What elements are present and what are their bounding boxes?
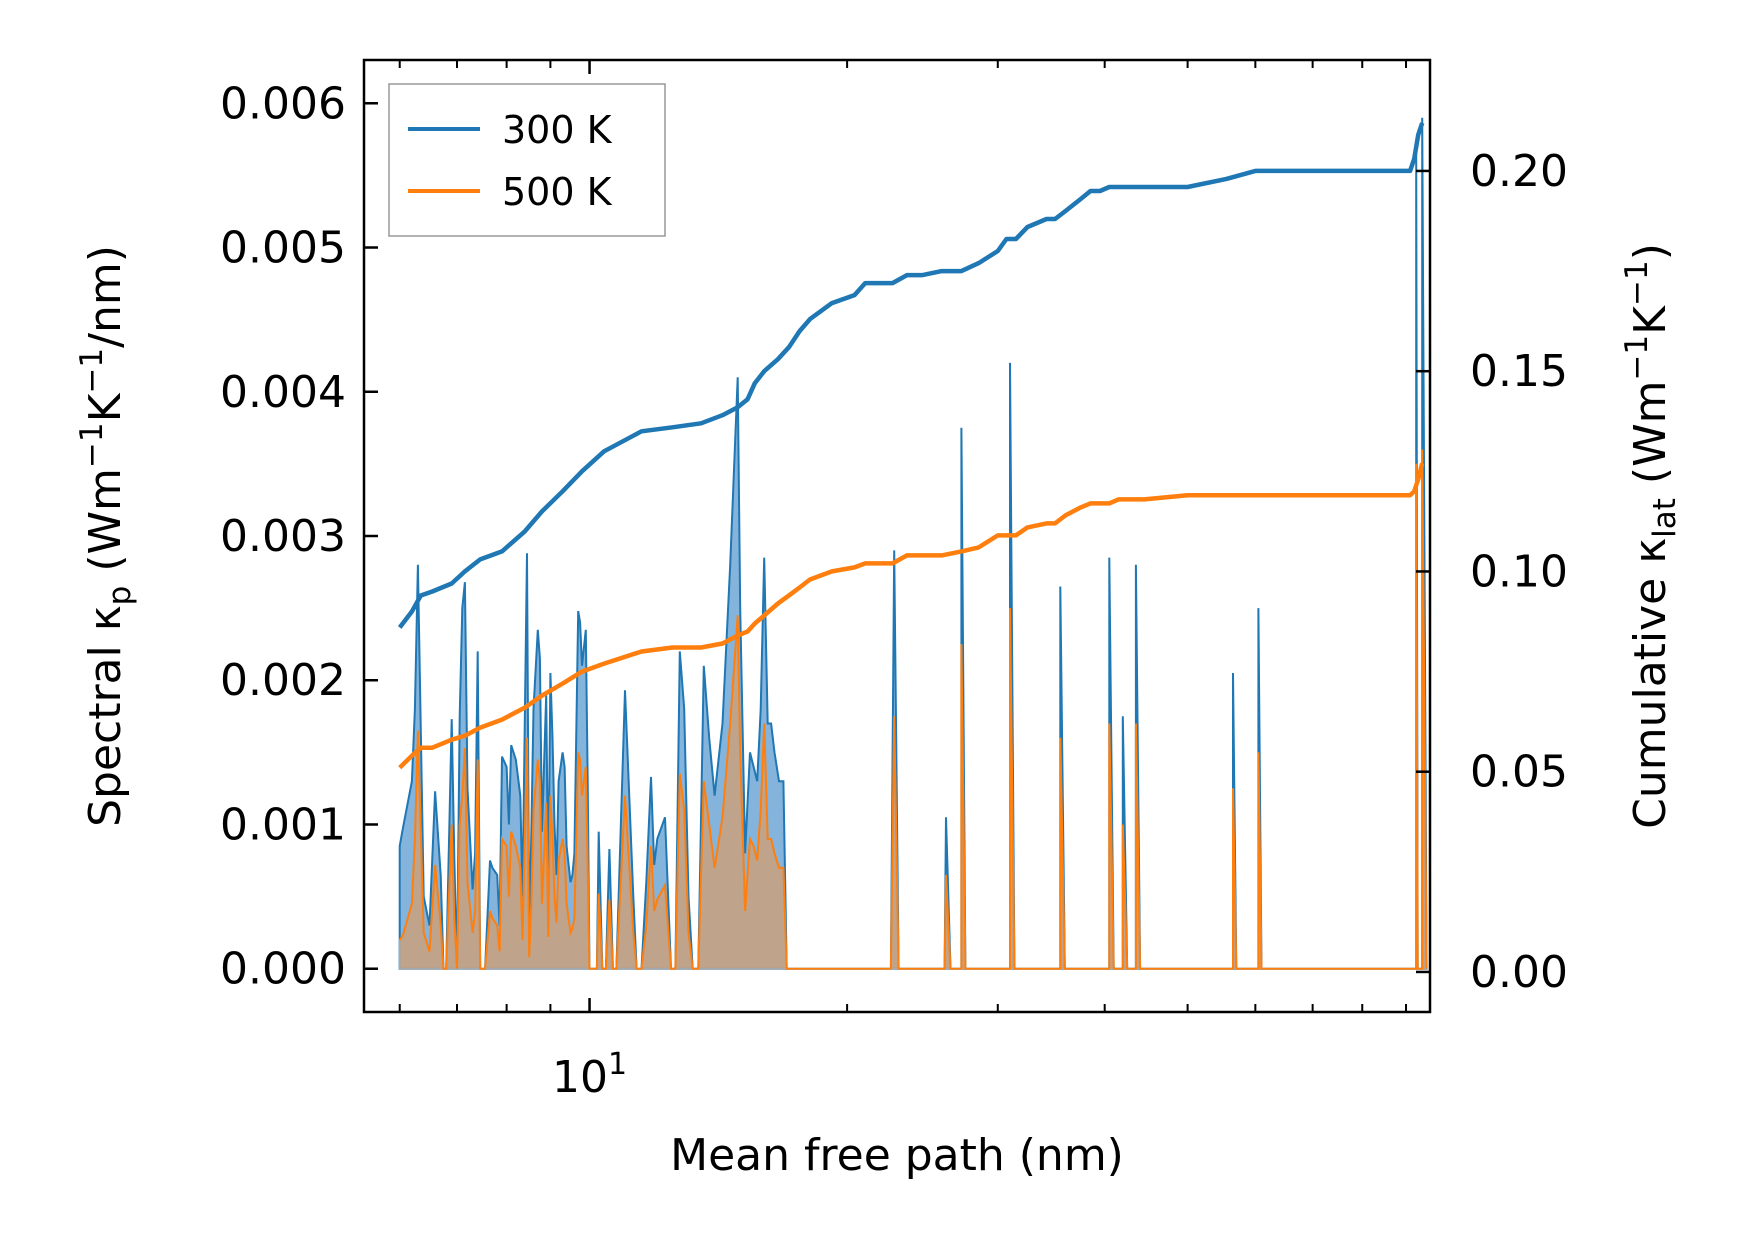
y-right-tick-label: 0.05 (1470, 747, 1568, 798)
y-right-tick-label: 0.15 (1470, 346, 1568, 397)
y-left-tick-label: 0.001 (220, 799, 346, 850)
legend-label-500k: 500 K (502, 170, 613, 214)
cumulative-line-500k (398, 462, 1425, 770)
y-axis-label-left: Spectral κp (Wm−1K−1/nm) (74, 245, 138, 827)
y-left-tick-label: 0.000 (220, 944, 346, 995)
y-axis-label-right: Cumulative κlat (Wm−1K−1) (1619, 243, 1683, 829)
plot-area (397, 117, 1428, 970)
x-tick-base: 10 (552, 1052, 608, 1103)
spectral-line-500k (398, 449, 1428, 970)
y-right-tick-label: 0.20 (1470, 146, 1568, 197)
x-axis-label: Mean free path (nm) (670, 1130, 1124, 1181)
cumulative-line-300k (397, 122, 1425, 629)
legend-box (388, 83, 666, 237)
y-left-tick-label: 0.002 (220, 655, 346, 706)
y-left-tick-label: 0.006 (220, 78, 346, 129)
y-left-tick-label: 0.005 (220, 223, 346, 274)
y-right-tick-label: 0.10 (1470, 546, 1568, 597)
y-left-tick-label: 0.003 (220, 511, 346, 562)
legend: 300 K 500 K (388, 83, 666, 237)
x-tick-label-10: 101 (552, 1047, 627, 1103)
axis-ticks: 0.000 0.001 0.002 0.003 0.004 0.005 0.006 0.00 0… (220, 60, 1568, 1012)
legend-label-300k: 300 K (502, 108, 613, 152)
y-right-tick-label: 0.00 (1470, 947, 1568, 998)
y-left-tick-label: 0.004 (220, 367, 346, 418)
x-tick-exponent: 1 (608, 1047, 627, 1082)
